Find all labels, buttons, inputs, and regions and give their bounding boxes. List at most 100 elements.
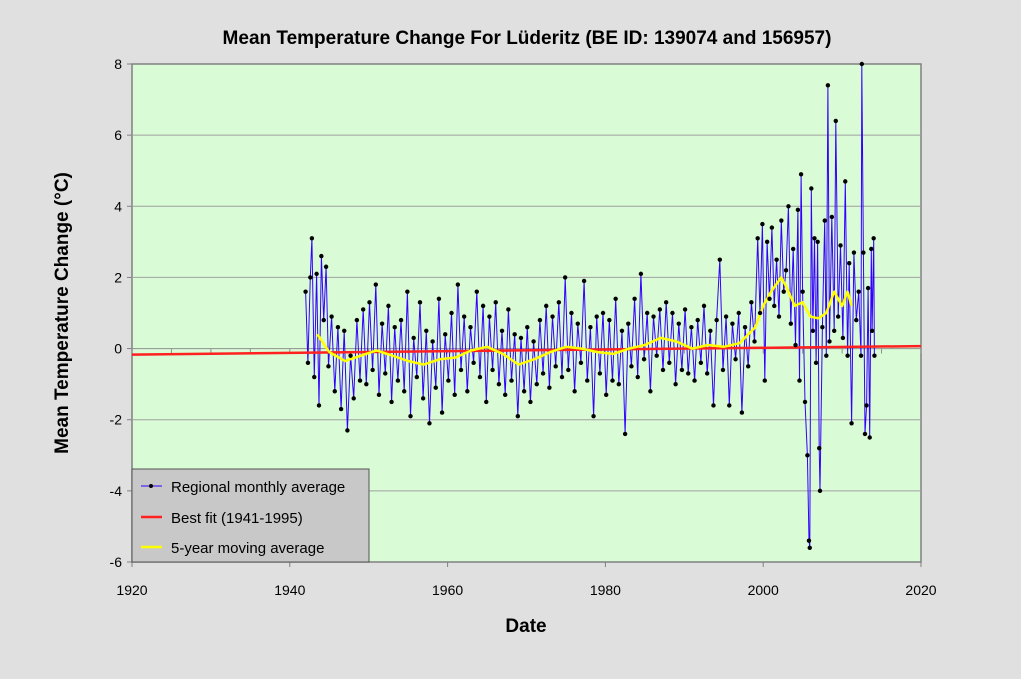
monthly-point (308, 275, 313, 280)
monthly-point (733, 357, 738, 362)
monthly-point (651, 314, 656, 319)
y-axis-label: Mean Temperature Change (°C) (52, 172, 73, 454)
monthly-point (817, 445, 822, 451)
monthly-point (547, 385, 552, 390)
y-axis: 8 6 4 2 0 -2 -4 -6 (110, 56, 132, 570)
monthly-point (704, 371, 710, 376)
monthly-point (829, 214, 835, 220)
monthly-point (824, 353, 829, 358)
monthly-point (660, 367, 666, 373)
monthly-point (521, 389, 527, 394)
x-tick-label: 2020 (905, 582, 936, 598)
monthly-point (797, 378, 802, 383)
monthly-point (663, 300, 669, 305)
monthly-point (779, 218, 784, 223)
y-tick-label: -6 (110, 554, 123, 570)
monthly-point (762, 378, 767, 383)
monthly-point (332, 389, 337, 394)
x-tick-label: 2000 (748, 582, 779, 598)
monthly-point (767, 296, 772, 301)
monthly-point (832, 328, 837, 333)
monthly-point (316, 403, 322, 408)
monthly-point (813, 360, 819, 365)
monthly-point (865, 285, 871, 291)
monthly-point (825, 83, 831, 88)
monthly-point (815, 239, 820, 245)
monthly-point (670, 310, 675, 316)
monthly-point (465, 389, 470, 394)
monthly-point (835, 314, 841, 319)
monthly-point (493, 300, 498, 305)
monthly-point (537, 317, 543, 323)
monthly-point (490, 367, 495, 373)
monthly-point (569, 310, 574, 316)
y-tick-label: 4 (114, 198, 122, 214)
monthly-point (499, 328, 505, 333)
monthly-point (376, 392, 382, 398)
monthly-point (861, 250, 866, 255)
monthly-point (736, 310, 741, 316)
monthly-point (348, 353, 353, 358)
monthly-point (449, 310, 454, 316)
monthly-point (638, 271, 644, 277)
monthly-point (452, 392, 457, 398)
y-tick-label: 0 (114, 341, 122, 357)
monthly-point (629, 364, 634, 369)
monthly-point (588, 325, 593, 330)
monthly-point (474, 289, 479, 294)
monthly-point (572, 389, 577, 394)
monthly-point (597, 371, 603, 376)
x-tick-label: 1960 (432, 582, 463, 598)
monthly-point (776, 314, 782, 319)
monthly-point (869, 328, 875, 333)
monthly-point (788, 321, 794, 326)
monthly-point (720, 367, 726, 373)
monthly-point (746, 364, 751, 369)
monthly-point (342, 328, 347, 333)
monthly-point (321, 317, 326, 323)
monthly-point (610, 378, 615, 383)
monthly-point (562, 275, 568, 280)
monthly-point (805, 453, 810, 458)
monthly-point (786, 204, 791, 209)
monthly-point (480, 303, 486, 309)
monthly-point (303, 289, 308, 294)
monthly-point (417, 300, 423, 305)
y-tick-label: -2 (110, 412, 123, 428)
legend: Regional monthly average Best fit (1941-… (131, 468, 370, 563)
monthly-point (430, 339, 435, 344)
monthly-point (843, 179, 848, 184)
monthly-point (446, 378, 451, 383)
monthly-point (329, 314, 334, 319)
monthly-point (812, 236, 817, 241)
monthly-point (528, 399, 533, 405)
monthly-point (854, 317, 859, 323)
monthly-point (531, 339, 536, 344)
monthly-point (859, 61, 865, 67)
monthly-point (807, 545, 812, 550)
monthly-point (326, 364, 331, 369)
monthly-point (864, 403, 869, 408)
monthly-point (810, 328, 816, 333)
monthly-point (856, 289, 861, 294)
monthly-point (351, 396, 356, 401)
monthly-point (515, 413, 521, 419)
monthly-point (360, 307, 366, 312)
chart-title: Mean Temperature Change For Lüderitz (BE… (223, 28, 832, 49)
monthly-point (749, 300, 754, 305)
y-tick-label: 2 (114, 269, 122, 285)
monthly-point (798, 172, 804, 177)
monthly-point (566, 367, 571, 373)
monthly-point (769, 225, 775, 230)
monthly-point (714, 317, 719, 323)
monthly-point (502, 392, 508, 398)
monthly-point (632, 296, 637, 301)
monthly-point (809, 186, 814, 191)
monthly-point (781, 289, 786, 294)
monthly-point (512, 332, 517, 337)
y-tick-label: 6 (114, 127, 122, 143)
monthly-point (398, 317, 404, 323)
monthly-point (585, 378, 590, 383)
monthly-point (679, 367, 685, 373)
monthly-point (872, 353, 877, 358)
